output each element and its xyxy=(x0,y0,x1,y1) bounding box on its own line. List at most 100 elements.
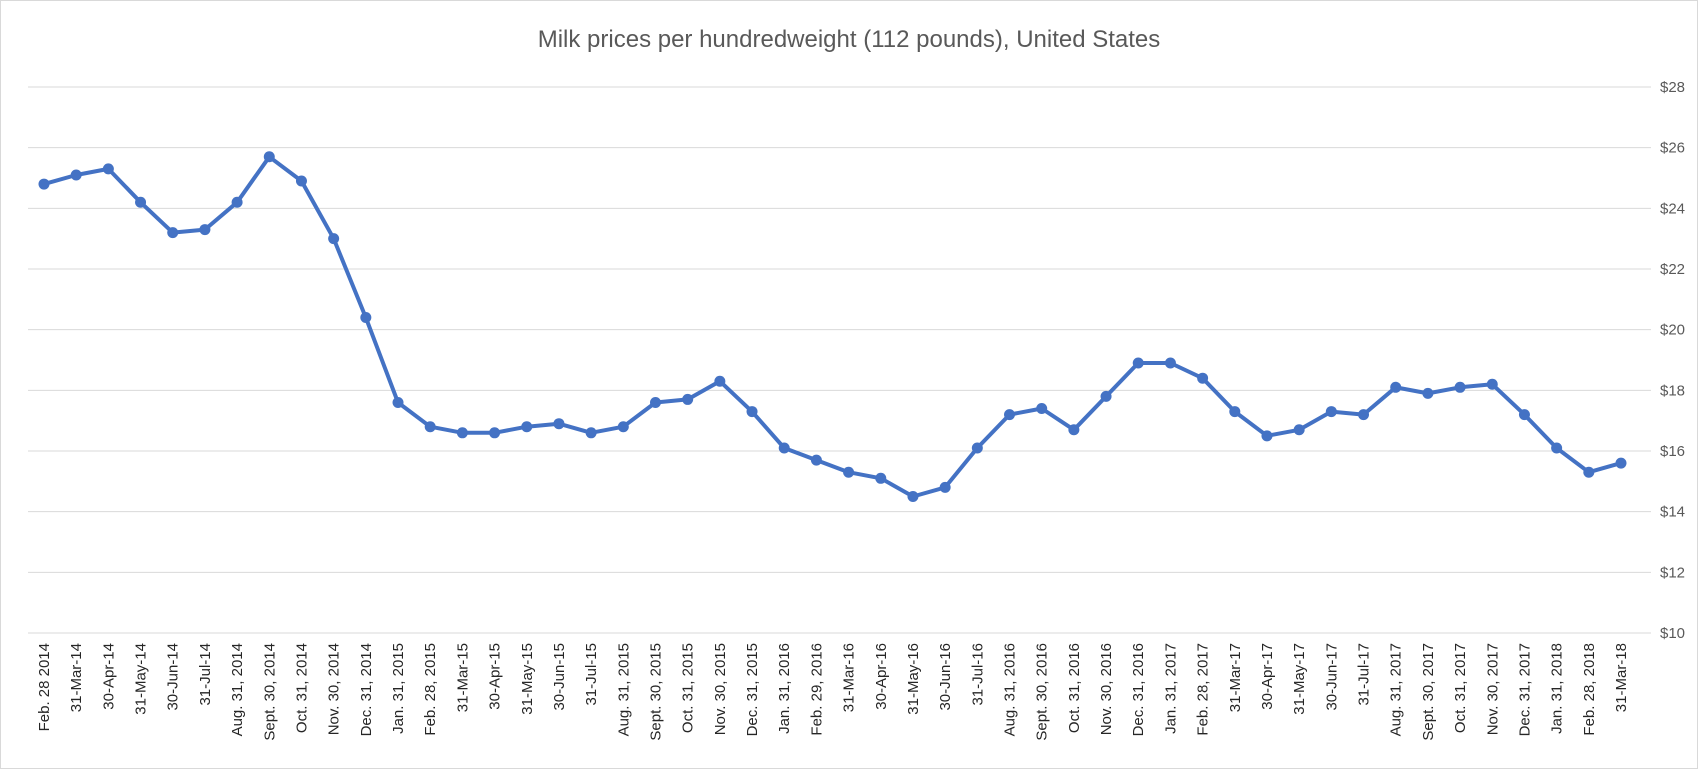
series-layer xyxy=(38,151,1627,502)
x-tick-label: 31-Jul-16 xyxy=(969,643,986,706)
data-point[interactable] xyxy=(328,233,340,245)
data-point[interactable] xyxy=(456,427,468,439)
data-point[interactable] xyxy=(1422,387,1434,399)
data-point[interactable] xyxy=(263,151,275,163)
data-point[interactable] xyxy=(1261,430,1273,442)
x-tick-label: 30-Apr-15 xyxy=(487,643,504,710)
data-point[interactable] xyxy=(1518,409,1530,421)
data-point[interactable] xyxy=(1068,424,1080,436)
data-point[interactable] xyxy=(682,393,694,405)
x-tick-label: 30-Apr-17 xyxy=(1259,643,1276,710)
data-point[interactable] xyxy=(1615,457,1627,469)
x-tick-label: Dec. 31, 2015 xyxy=(744,643,761,736)
x-tick-label: Aug. 31, 2016 xyxy=(1002,643,1019,736)
data-point[interactable] xyxy=(1293,424,1305,436)
data-point[interactable] xyxy=(295,175,307,187)
data-point[interactable] xyxy=(746,406,758,418)
data-point[interactable] xyxy=(1036,403,1048,415)
y-tick-label: $12 xyxy=(1660,564,1685,581)
y-tick-label: $28 xyxy=(1660,79,1685,96)
y-tick-label: $22 xyxy=(1660,261,1685,278)
x-tick-label: Oct. 31, 2017 xyxy=(1452,643,1469,733)
data-point[interactable] xyxy=(424,421,436,433)
x-tick-label: Oct. 31, 2015 xyxy=(680,643,697,733)
data-point[interactable] xyxy=(1132,357,1144,369)
x-tick-label: Sept. 30, 2016 xyxy=(1034,643,1051,741)
data-point[interactable] xyxy=(553,418,565,430)
x-tick-label: Dec. 31, 2016 xyxy=(1130,643,1147,736)
data-point[interactable] xyxy=(167,227,179,239)
data-point[interactable] xyxy=(1358,409,1370,421)
x-tick-label: Feb. 28 2014 xyxy=(36,643,53,731)
data-point[interactable] xyxy=(1583,466,1595,478)
x-tick-label: Jan. 31, 2015 xyxy=(390,643,407,734)
data-point[interactable] xyxy=(1197,372,1209,384)
x-tick-label: Aug. 31, 2015 xyxy=(615,643,632,736)
data-point[interactable] xyxy=(843,466,855,478)
y-tick-label: $26 xyxy=(1660,140,1685,157)
data-point[interactable] xyxy=(1390,381,1402,393)
x-tick-label: 30-Apr-14 xyxy=(100,643,117,710)
data-point[interactable] xyxy=(1100,390,1112,402)
x-tick-label: 30-Jun-17 xyxy=(1323,643,1340,711)
data-point[interactable] xyxy=(1229,406,1241,418)
x-tick-label: Oct. 31, 2014 xyxy=(293,643,310,733)
data-point[interactable] xyxy=(489,427,501,439)
x-tick-label: Feb. 29, 2016 xyxy=(808,643,825,736)
data-point[interactable] xyxy=(585,427,597,439)
data-point[interactable] xyxy=(778,442,790,454)
data-point[interactable] xyxy=(135,196,147,208)
data-point[interactable] xyxy=(102,163,114,175)
y-tick-label: $14 xyxy=(1660,504,1685,521)
x-tick-label: Jan. 31, 2016 xyxy=(776,643,793,734)
data-point[interactable] xyxy=(1551,442,1563,454)
x-tick-label: Jan. 31, 2017 xyxy=(1162,643,1179,734)
x-tick-label: 31-May-17 xyxy=(1291,643,1308,715)
data-point[interactable] xyxy=(38,178,50,190)
x-tick-label: 31-Jul-14 xyxy=(197,643,214,706)
data-point[interactable] xyxy=(360,312,372,324)
x-tick-label: Nov. 30, 2017 xyxy=(1484,643,1501,735)
y-tick-label: $20 xyxy=(1660,322,1685,339)
data-point[interactable] xyxy=(714,375,726,387)
data-point[interactable] xyxy=(392,396,404,408)
data-point[interactable] xyxy=(1164,357,1176,369)
data-point[interactable] xyxy=(875,472,887,484)
x-tick-label: 30-Jun-15 xyxy=(551,643,568,711)
data-point[interactable] xyxy=(70,169,82,181)
x-tick-label: 31-Mar-14 xyxy=(68,643,85,712)
x-tick-label: 30-Jun-14 xyxy=(165,643,182,711)
data-point[interactable] xyxy=(1486,378,1498,390)
x-tick-label: 31-Mar-15 xyxy=(454,643,471,712)
data-point[interactable] xyxy=(907,491,919,502)
x-tick-label: 31-Mar-17 xyxy=(1227,643,1244,712)
data-point[interactable] xyxy=(521,421,533,433)
data-point[interactable] xyxy=(810,454,822,466)
data-point[interactable] xyxy=(199,224,211,236)
series-line xyxy=(42,154,1623,499)
x-tick-label: 31-May-15 xyxy=(519,643,536,715)
x-tick-label: Nov. 30, 2015 xyxy=(712,643,729,735)
data-point[interactable] xyxy=(1004,409,1016,421)
data-point[interactable] xyxy=(649,396,661,408)
chart-title: Milk prices per hundredweight (112 pound… xyxy=(537,26,1161,53)
x-tick-label: Feb. 28, 2017 xyxy=(1195,643,1212,736)
x-tick-label: Jan. 31, 2018 xyxy=(1549,643,1566,734)
y-tick-label: $24 xyxy=(1660,200,1685,217)
data-point[interactable] xyxy=(617,421,629,433)
data-point[interactable] xyxy=(1325,406,1337,418)
x-tick-label: Aug. 31, 2017 xyxy=(1388,643,1405,736)
x-axis-ticks: Feb. 28 2014 31-Mar-14 30-Apr-14 31-May-14 3… xyxy=(36,643,1630,741)
data-point[interactable] xyxy=(231,196,243,208)
data-point[interactable] xyxy=(971,442,983,454)
data-point[interactable] xyxy=(939,481,951,493)
x-tick-label: Oct. 31, 2016 xyxy=(1066,643,1083,733)
y-tick-label: $10 xyxy=(1660,625,1685,642)
x-tick-label: Sept. 30, 2017 xyxy=(1420,643,1437,741)
x-tick-label: Feb. 28, 2018 xyxy=(1581,643,1598,736)
x-tick-label: 30-Apr-16 xyxy=(873,643,890,710)
x-tick-label: 31-May-16 xyxy=(905,643,922,715)
data-point[interactable] xyxy=(1454,381,1466,393)
x-tick-label: 31-Mar-16 xyxy=(841,643,858,712)
